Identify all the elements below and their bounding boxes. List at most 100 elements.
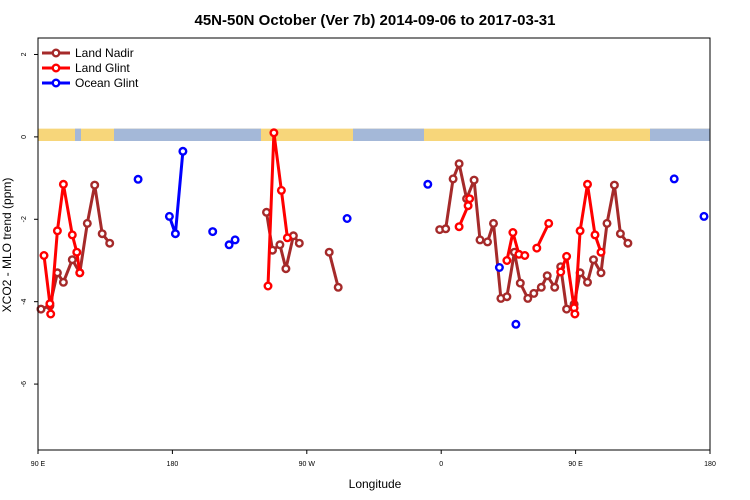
x-tick-label: 90 E	[31, 461, 46, 468]
y-tick-label: 2	[21, 52, 28, 56]
data-point-ocean-glint	[133, 174, 143, 184]
data-point-land-glint	[502, 256, 512, 266]
legend-item-land-nadir: Land Nadir	[42, 46, 134, 60]
data-point-land-glint	[39, 250, 49, 260]
data-point-land-glint	[269, 128, 279, 138]
data-point-land-nadir	[67, 255, 77, 265]
data-point-land-glint	[463, 201, 473, 211]
data-point-land-nadir	[281, 264, 291, 274]
plot-frame	[37, 37, 711, 451]
data-point-land-glint	[454, 222, 464, 232]
series-line-land-nadir	[439, 162, 630, 311]
data-point-land-nadir	[523, 293, 533, 303]
data-point-ocean-glint	[164, 211, 174, 221]
data-point-ocean-glint	[230, 235, 240, 245]
data-point-ocean-glint	[208, 227, 218, 237]
x-tick-label: 90 W	[299, 461, 316, 468]
data-point-land-nadir	[515, 278, 525, 288]
data-point-land-nadir	[454, 159, 464, 169]
data-point-ocean-glint	[699, 211, 709, 221]
legend-item-land-glint: Land Glint	[42, 61, 130, 75]
data-point-land-glint	[590, 230, 600, 240]
legend-label: Ocean Glint	[75, 76, 139, 90]
legend-swatch-marker	[51, 78, 61, 88]
data-point-land-nadir	[562, 304, 572, 314]
data-point-land-nadir	[489, 218, 499, 228]
y-tick-label: -2	[21, 216, 28, 222]
data-point-ocean-glint	[170, 229, 180, 239]
ocean-band	[114, 128, 261, 141]
data-point-land-nadir	[602, 218, 612, 228]
data-point-land-nadir	[469, 175, 479, 185]
legend-label: Land Glint	[75, 61, 130, 75]
data-point-land-nadir	[596, 268, 606, 278]
data-point-land-nadir	[583, 277, 593, 287]
legend-swatch-marker	[51, 63, 61, 73]
series-line-ocean-glint	[167, 151, 185, 236]
y-tick-label: 0	[21, 135, 28, 139]
data-point-land-glint	[465, 194, 475, 204]
data-point-land-nadir	[502, 292, 512, 302]
data-point-land-glint	[575, 226, 585, 236]
data-point-ocean-glint	[342, 213, 352, 223]
y-tick-label: -6	[21, 381, 28, 387]
data-point-land-glint	[583, 179, 593, 189]
land-ocean-band	[38, 128, 710, 141]
data-point-land-glint	[562, 251, 572, 261]
x-tick-label: 180	[167, 461, 179, 468]
data-point-land-glint	[282, 233, 292, 243]
data-point-land-nadir	[615, 229, 625, 239]
data-point-land-nadir	[542, 271, 552, 281]
x-tick-label: 180	[704, 461, 716, 468]
data-point-land-glint	[52, 226, 62, 236]
data-point-land-nadir	[475, 235, 485, 245]
data-point-land-glint	[508, 227, 518, 237]
data-point-land-nadir	[90, 180, 100, 190]
ocean-band	[650, 128, 710, 141]
data-point-ocean-glint	[669, 174, 679, 184]
data-point-ocean-glint	[494, 263, 504, 273]
data-point-land-glint	[556, 267, 566, 277]
data-point-land-glint	[520, 250, 530, 260]
data-point-land-glint	[46, 309, 56, 319]
data-point-land-nadir	[441, 224, 451, 234]
data-point-land-glint	[532, 243, 542, 253]
plot-series	[36, 128, 709, 329]
data-point-land-glint	[45, 299, 55, 309]
data-point-land-nadir	[82, 218, 92, 228]
data-point-land-nadir	[36, 304, 46, 314]
data-point-ocean-glint	[178, 146, 188, 156]
data-point-land-nadir	[483, 237, 493, 247]
y-axis-ticks: 2 0 -2 -4 -6	[21, 52, 38, 387]
data-point-land-nadir	[262, 207, 272, 217]
data-point-land-nadir	[324, 247, 334, 257]
series-line-land-glint	[266, 131, 289, 287]
x-axis-label: Longitude	[349, 477, 402, 491]
data-point-land-nadir	[448, 174, 458, 184]
series-line-land-glint	[559, 182, 603, 316]
legend-swatch-marker	[51, 48, 61, 58]
data-point-land-glint	[276, 185, 286, 195]
y-tick-label: -4	[21, 298, 28, 304]
x-tick-label: 0	[439, 461, 443, 468]
series-line-land-glint	[535, 222, 551, 249]
series-ocean-glint	[133, 146, 709, 329]
data-point-land-nadir	[294, 238, 304, 248]
data-point-land-glint	[263, 281, 273, 291]
data-point-land-nadir	[550, 282, 560, 292]
data-point-land-nadir	[589, 255, 599, 265]
ocean-band	[353, 128, 424, 141]
y-axis-label: XCO2 - MLO trend (ppm)	[0, 178, 14, 313]
data-point-ocean-glint	[511, 319, 521, 329]
data-point-ocean-glint	[224, 240, 234, 250]
x-axis-ticks: 90 E 180 90 W 0 90 E 180	[31, 450, 716, 468]
data-point-land-glint	[67, 230, 77, 240]
data-point-land-nadir	[275, 240, 285, 250]
ocean-band	[75, 128, 81, 141]
data-point-land-nadir	[97, 229, 107, 239]
data-point-land-glint	[570, 309, 580, 319]
series-line-land-nadir	[327, 251, 340, 288]
data-point-land-glint	[596, 247, 606, 257]
